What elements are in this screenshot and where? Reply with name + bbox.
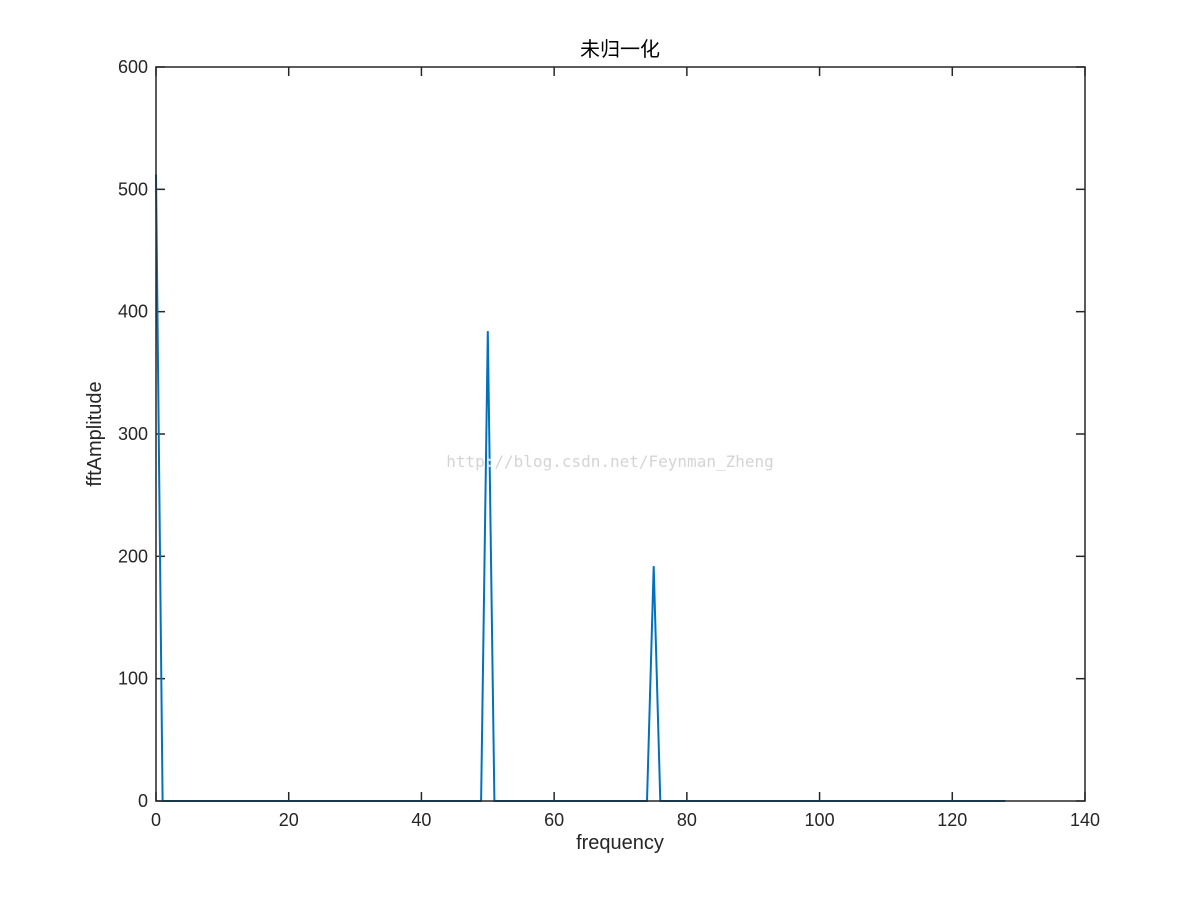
- plot-frame: [155, 66, 1086, 802]
- watermark: http://blog.csdn.net/Feynman_Zheng: [446, 452, 774, 471]
- y-tick-label: 0: [138, 791, 148, 811]
- x-axis-label: frequency: [576, 832, 664, 854]
- x-tick-label: 80: [677, 810, 697, 830]
- y-tick-label: 600: [118, 57, 148, 77]
- x-tick-label: 60: [544, 810, 564, 830]
- y-tick-label: 100: [118, 669, 148, 689]
- chart-title: 未归一化: [580, 37, 660, 61]
- y-tick-label: 400: [118, 302, 148, 322]
- y-tick-label: 500: [118, 179, 148, 199]
- x-tick-label: 20: [279, 810, 299, 830]
- series-line: [155, 174, 1006, 802]
- y-axis-label: fftAmplitude: [84, 381, 106, 486]
- x-tick-label: 120: [937, 810, 967, 830]
- y-tick-label: 200: [118, 546, 148, 566]
- y-tick-label: 300: [118, 424, 148, 444]
- x-tick-label: 0: [151, 810, 161, 830]
- x-tick-label: 140: [1070, 810, 1100, 830]
- x-tick-label: 100: [805, 810, 835, 830]
- x-tick-label: 40: [411, 810, 431, 830]
